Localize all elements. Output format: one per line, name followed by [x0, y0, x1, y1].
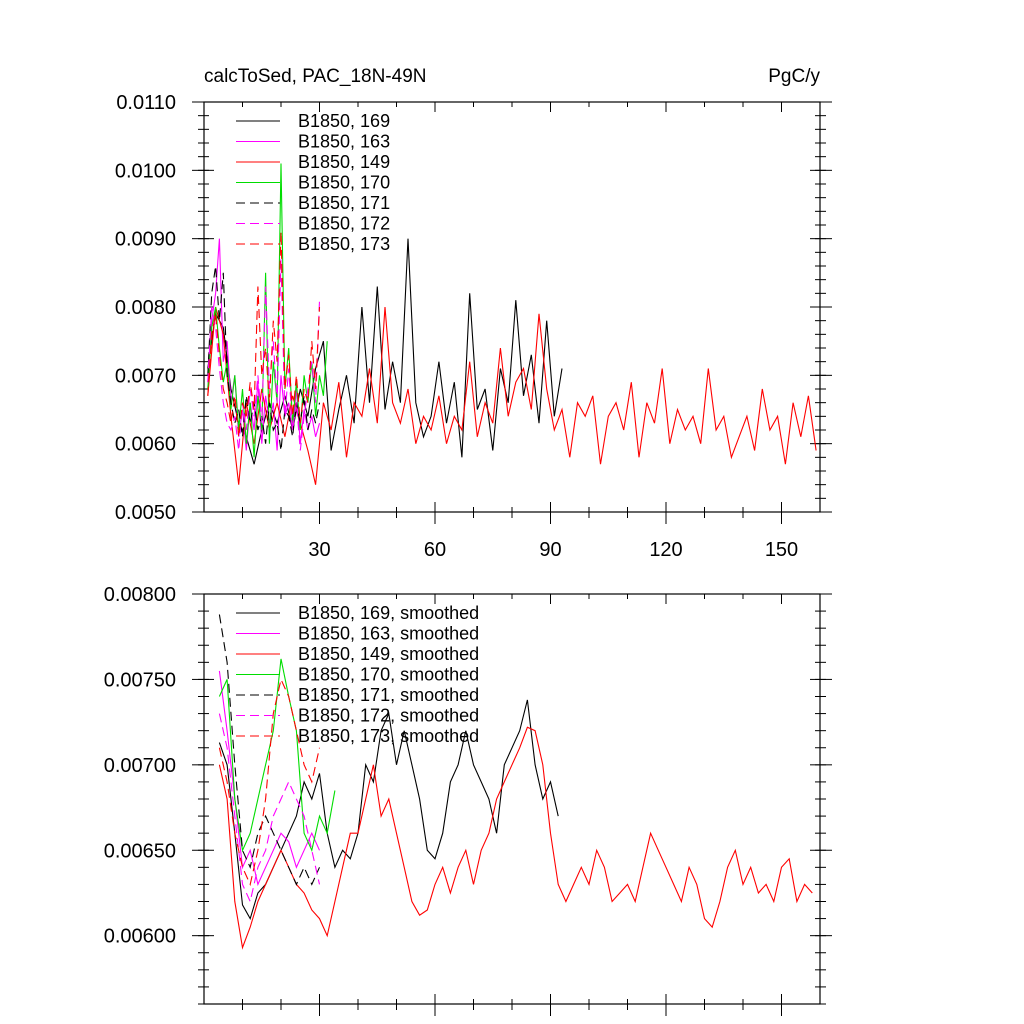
y-tick-label: 0.0070 — [115, 365, 176, 387]
series-line — [218, 677, 321, 887]
legend-label: B1850, 173, smoothed — [298, 726, 479, 746]
legend-label: B1850, 170 — [298, 173, 390, 193]
series-line — [218, 658, 336, 853]
y-tick-label: 0.00700 — [104, 755, 176, 777]
x-tick-label: 30 — [308, 539, 330, 561]
y-tick-label: 0.0050 — [115, 502, 176, 524]
panel-smoothed: 0.00600 0.00650 0.00700 0.00750 0.00800 B185… — [104, 584, 832, 1016]
legend-label: B1850, 172, smoothed — [298, 706, 479, 726]
legend-label: B1850, 169 — [298, 111, 390, 131]
legend-label: B1850, 169, smoothed — [298, 603, 479, 623]
y-tick-label: 0.0080 — [115, 297, 176, 319]
legend-label: B1850, 149, smoothed — [298, 644, 479, 664]
y-tick-label: 0.0090 — [115, 229, 176, 251]
legend-label: B1850, 163 — [298, 132, 390, 152]
legend-label: B1850, 173 — [298, 234, 390, 254]
series-line — [218, 726, 813, 950]
legend-label: B1850, 149 — [298, 152, 390, 172]
series-line — [207, 306, 817, 485]
panel-smoothed-ticks: 0.00600 0.00650 0.00700 0.00750 0.00800 — [104, 584, 832, 1016]
panel-raw-frame — [203, 101, 821, 513]
y-tick-label: 0.00650 — [104, 840, 176, 862]
units-label: PgC/y — [768, 66, 820, 87]
legend-label: B1850, 171, smoothed — [298, 685, 479, 705]
series-line — [207, 238, 563, 465]
legend-label: B1850, 163, smoothed — [298, 624, 479, 644]
panel-smoothed-frame — [203, 593, 821, 1005]
legend-label: B1850, 172 — [298, 214, 390, 234]
y-tick-label: 0.00600 — [104, 926, 176, 948]
series-line — [207, 163, 328, 458]
legend-label: B1850, 170, smoothed — [298, 665, 479, 685]
panel-raw-plot-area — [207, 163, 817, 485]
legend-label: B1850, 171 — [298, 193, 390, 213]
y-tick-label: 0.0100 — [115, 160, 176, 182]
series-line — [218, 614, 321, 886]
y-tick-label: 0.00800 — [104, 584, 176, 606]
panel-smoothed-plot-area — [218, 614, 813, 950]
x-tick-label: 120 — [649, 539, 682, 561]
y-tick-label: 0.00750 — [104, 669, 176, 691]
x-tick-label: 60 — [424, 539, 446, 561]
y-tick-label: 0.0110 — [116, 92, 176, 114]
series-line — [218, 713, 321, 904]
panel-raw: calcToSed, PAC_18N-49N PgC/y 30 60 90 120 15… — [115, 66, 832, 561]
y-tick-label: 0.0060 — [115, 434, 176, 456]
panel-raw-ticks: 30 60 90 120 150 0.0050 0.0060 0.0070 0.0080 0.00… — [115, 92, 832, 561]
chart-title: calcToSed, PAC_18N-49N — [204, 66, 426, 87]
x-tick-label: 90 — [539, 539, 561, 561]
series-line — [207, 259, 321, 451]
x-tick-label: 150 — [765, 539, 798, 561]
series-line — [207, 231, 321, 437]
